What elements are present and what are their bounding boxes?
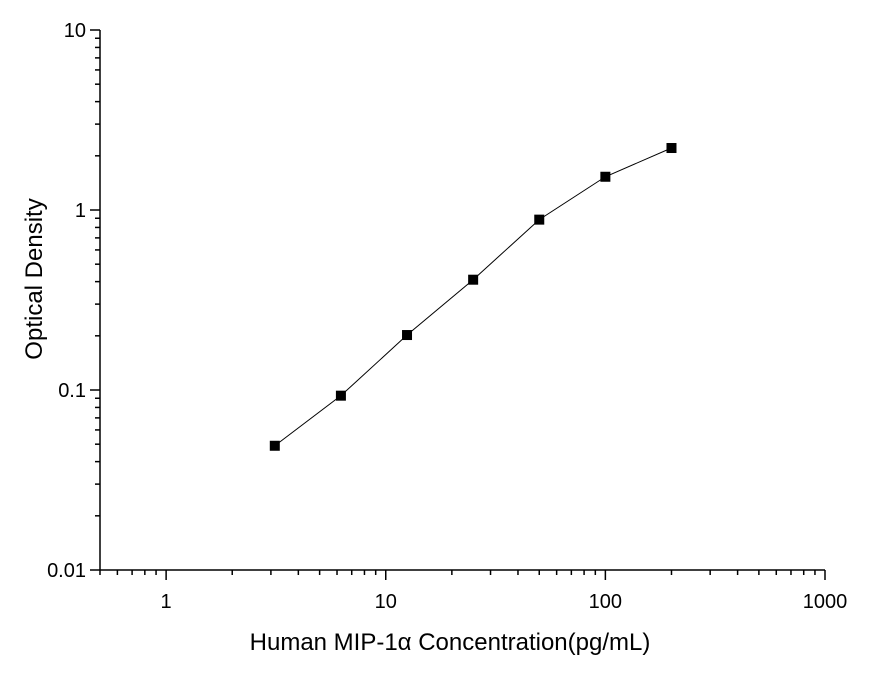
- y-tick-label: 0.1: [58, 380, 86, 402]
- y-tick-label: 1: [75, 200, 86, 222]
- axes: [99, 30, 825, 571]
- x-tick-label: 1000: [803, 591, 848, 613]
- data-point-marker: [335, 390, 346, 401]
- data-point-marker: [600, 171, 611, 182]
- data-point-marker: [534, 214, 545, 225]
- x-tick-label: 10: [375, 591, 397, 613]
- y-axis-label: Optical Density: [21, 198, 48, 359]
- data-point-marker: [666, 143, 677, 154]
- fit-curve: [274, 147, 672, 447]
- data-point-marker: [402, 330, 413, 341]
- data-point-marker: [468, 274, 479, 285]
- data-point-marker: [269, 440, 280, 451]
- x-axis-label: Human MIP-1α Concentration(pg/mL): [250, 629, 651, 656]
- tick-labels: 1 10 100 1000 0.01 0.1 1 10: [47, 20, 847, 613]
- data-points: [269, 143, 677, 451]
- series-line: [274, 147, 672, 447]
- y-tick-label: 0.01: [47, 560, 86, 582]
- x-tick-label: 100: [589, 591, 622, 613]
- y-tick-label: 10: [64, 20, 86, 42]
- tick-marks: [90, 29, 826, 580]
- x-tick-label: 1: [161, 591, 172, 613]
